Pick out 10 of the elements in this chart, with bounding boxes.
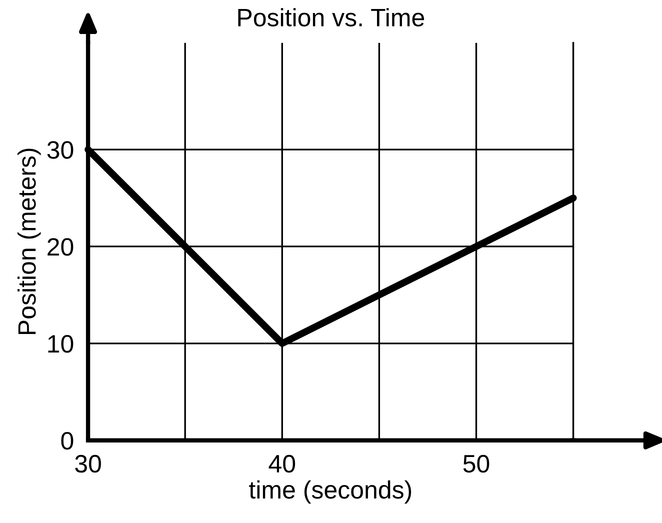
- y-tick-label: 20: [48, 238, 74, 256]
- x-tick-label: 50: [463, 454, 490, 473]
- chart-title: Position vs. Time: [238, 8, 424, 26]
- y-tick-label: 30: [47, 141, 74, 159]
- y-tick-label: 0: [61, 432, 74, 450]
- x-axis-title: time (seconds): [249, 480, 412, 504]
- y-tick-label: 10: [48, 335, 74, 353]
- x-tick-label: 40: [268, 454, 296, 473]
- y-axis-title: Position (meters): [17, 148, 41, 334]
- x-tick-label: 30: [75, 454, 101, 473]
